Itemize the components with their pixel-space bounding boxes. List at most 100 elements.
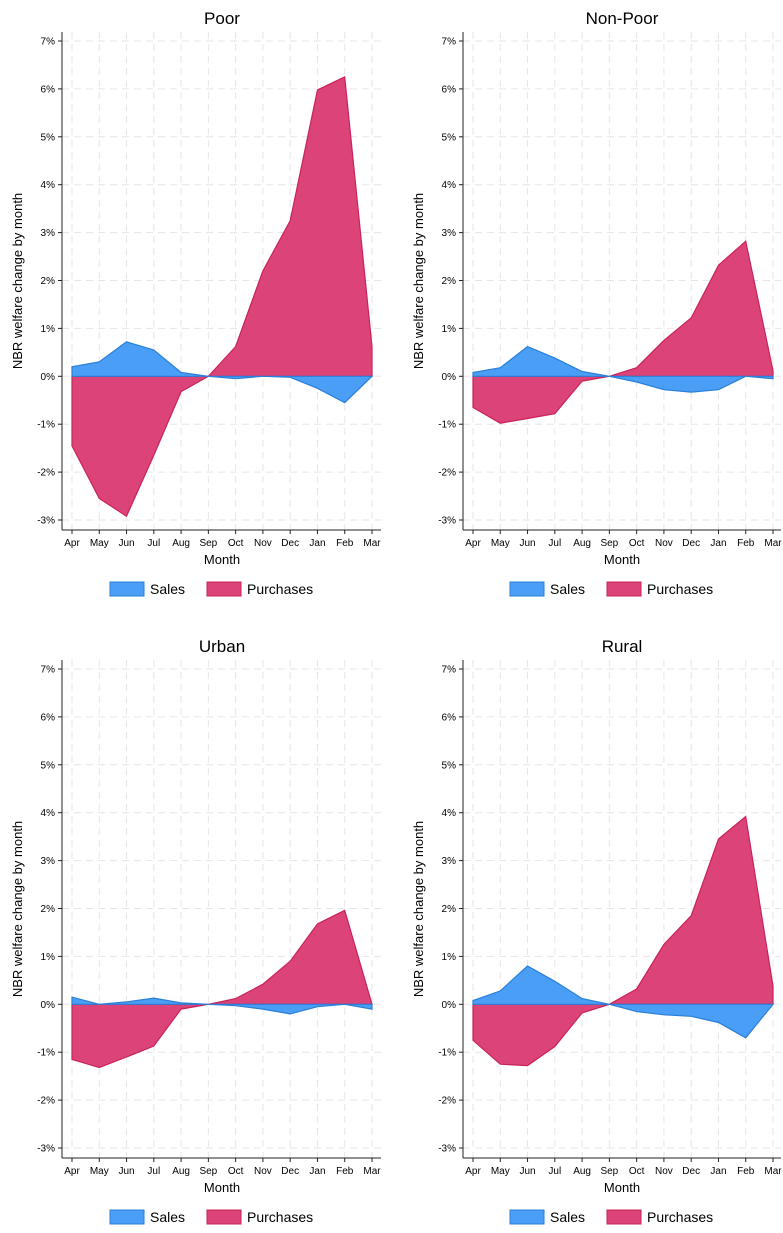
y-tick-label: 5% bbox=[41, 760, 56, 771]
x-tick-label: Mar bbox=[363, 538, 381, 549]
chart-title: Poor bbox=[204, 9, 240, 28]
y-tick-label: 0% bbox=[442, 372, 457, 383]
y-tick-label: -3% bbox=[438, 516, 456, 527]
y-tick-label: -2% bbox=[438, 1096, 456, 1107]
y-tick-label: 3% bbox=[41, 856, 56, 867]
legend-swatch-purchases bbox=[206, 1209, 242, 1225]
x-tick-label: Sep bbox=[199, 538, 217, 549]
y-tick-label: 5% bbox=[442, 132, 457, 143]
y-tick-label: 2% bbox=[41, 904, 56, 915]
sales-area bbox=[71, 341, 374, 404]
y-tick-label: 2% bbox=[41, 276, 56, 287]
x-tick-label: Nov bbox=[655, 538, 673, 549]
x-tick-label: Jul bbox=[147, 1166, 160, 1177]
x-tick-label: Aug bbox=[172, 1166, 190, 1177]
x-tick-label: Jul bbox=[548, 1166, 561, 1177]
y-tick-label: 2% bbox=[442, 904, 457, 915]
x-tick-label: Oct bbox=[629, 1166, 645, 1177]
x-tick-label: Jan bbox=[710, 538, 726, 549]
y-tick-label: -2% bbox=[37, 1096, 55, 1107]
chart-title: Non-Poor bbox=[586, 9, 659, 28]
x-tick-label: Dec bbox=[281, 1166, 299, 1177]
y-tick-label: 2% bbox=[442, 276, 457, 287]
y-tick-label: -3% bbox=[438, 1144, 456, 1155]
legend-swatch-sales bbox=[509, 1209, 545, 1225]
x-tick-label: Mar bbox=[764, 1166, 782, 1177]
y-tick-label: -3% bbox=[37, 1144, 55, 1155]
chart-panel-urban: -3% -2% -1% 0% 1% 2% 3% 4% 5% 6% 7% Apr May Jun Jul Aug… bbox=[10, 637, 381, 1225]
x-tick-label: Aug bbox=[573, 1166, 591, 1177]
y-tick-label: 6% bbox=[442, 84, 457, 95]
y-tick-label: 0% bbox=[442, 1000, 457, 1011]
chart-title: Rural bbox=[602, 637, 643, 656]
y-tick-label: 4% bbox=[41, 808, 56, 819]
x-tick-label: Jul bbox=[548, 538, 561, 549]
x-tick-label: Feb bbox=[737, 538, 755, 549]
y-axis-label: NBR welfare change by month bbox=[411, 821, 426, 997]
x-tick-label: Apr bbox=[64, 1166, 80, 1177]
purchases-area bbox=[71, 75, 373, 518]
y-tick-label: 5% bbox=[41, 132, 56, 143]
legend-label-sales: Sales bbox=[550, 581, 585, 597]
legend-label-sales: Sales bbox=[550, 1209, 585, 1225]
y-tick-label: -3% bbox=[37, 516, 55, 527]
y-tick-label: -1% bbox=[438, 1048, 456, 1059]
y-tick-label: 4% bbox=[442, 180, 457, 191]
x-axis-label: Month bbox=[204, 1180, 240, 1195]
legend: Sales Purchases bbox=[109, 581, 313, 597]
y-tick-label: 4% bbox=[442, 808, 457, 819]
x-tick-label: Apr bbox=[465, 1166, 481, 1177]
x-tick-label: May bbox=[491, 1166, 510, 1177]
x-tick-label: Aug bbox=[573, 538, 591, 549]
x-tick-label: May bbox=[90, 1166, 109, 1177]
grid bbox=[62, 660, 381, 1158]
y-tick-label: 7% bbox=[41, 665, 56, 676]
sales-area bbox=[472, 965, 775, 1039]
y-axis-label: NBR welfare change by month bbox=[411, 193, 426, 369]
legend-swatch-purchases bbox=[206, 581, 242, 597]
x-tick-label: Aug bbox=[172, 538, 190, 549]
x-tick-label: Sep bbox=[600, 1166, 618, 1177]
x-tick-label: Apr bbox=[64, 538, 80, 549]
y-tick-label: 0% bbox=[41, 372, 56, 383]
x-axis-label: Month bbox=[204, 552, 240, 567]
sales-area bbox=[472, 345, 774, 393]
x-tick-label: Nov bbox=[254, 1166, 272, 1177]
x-tick-label: Feb bbox=[336, 1166, 354, 1177]
x-tick-label: Jan bbox=[309, 1166, 325, 1177]
y-tick-label: 5% bbox=[442, 760, 457, 771]
y-tick-label: -2% bbox=[438, 468, 456, 479]
chart-title: Urban bbox=[199, 637, 245, 656]
y-tick-label: 7% bbox=[41, 37, 56, 48]
y-tick-label: 7% bbox=[442, 665, 457, 676]
y-axis-label: NBR welfare change by month bbox=[10, 193, 25, 369]
legend: Sales Purchases bbox=[109, 1209, 313, 1225]
y-tick-label: 6% bbox=[442, 712, 457, 723]
x-tick-label: Dec bbox=[682, 1166, 700, 1177]
x-tick-label: Feb bbox=[737, 1166, 755, 1177]
y-tick-label: 3% bbox=[442, 856, 457, 867]
legend-label-purchases: Purchases bbox=[647, 581, 713, 597]
x-tick-label: Jun bbox=[519, 1166, 535, 1177]
purchases-area bbox=[472, 815, 774, 1067]
legend-swatch-purchases bbox=[606, 1209, 642, 1225]
sales-area bbox=[71, 996, 373, 1015]
y-tick-label: 1% bbox=[442, 952, 457, 963]
x-tick-label: Jun bbox=[118, 1166, 134, 1177]
x-axis-label: Month bbox=[604, 552, 640, 567]
x-tick-label: Nov bbox=[254, 538, 272, 549]
x-tick-label: Oct bbox=[228, 538, 244, 549]
purchases-area bbox=[71, 909, 373, 1069]
legend-swatch-purchases bbox=[606, 581, 642, 597]
x-tick-label: Jul bbox=[147, 538, 160, 549]
x-tick-label: Sep bbox=[600, 538, 618, 549]
x-tick-label: Jan bbox=[309, 538, 325, 549]
x-tick-label: Mar bbox=[363, 1166, 381, 1177]
x-tick-label: Dec bbox=[281, 538, 299, 549]
y-tick-label: 4% bbox=[41, 180, 56, 191]
legend: Sales Purchases bbox=[509, 581, 713, 597]
x-tick-label: Mar bbox=[764, 538, 782, 549]
x-tick-label: Feb bbox=[336, 538, 354, 549]
y-tick-label: 6% bbox=[41, 712, 56, 723]
